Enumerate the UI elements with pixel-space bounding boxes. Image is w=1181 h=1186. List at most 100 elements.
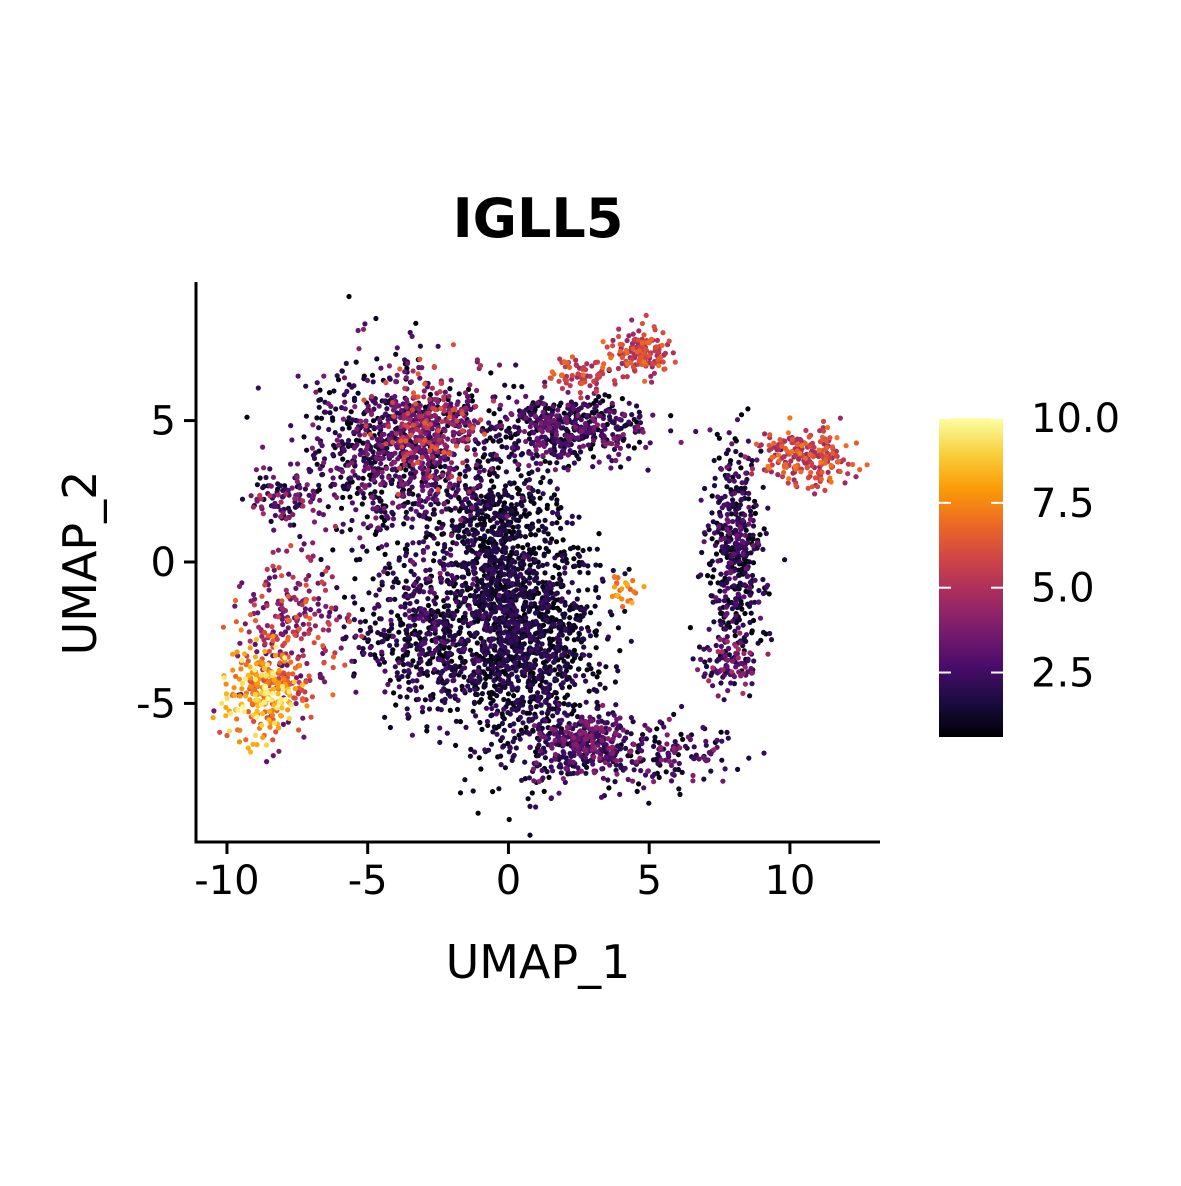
cell-point: [594, 688, 600, 694]
cell-point: [272, 512, 278, 519]
cell-point: [503, 505, 509, 511]
cell-point: [347, 527, 353, 533]
cell-point: [526, 436, 533, 442]
cell-point: [719, 532, 725, 538]
cell-point: [295, 492, 301, 498]
cell-point: [364, 451, 370, 457]
cell-point: [516, 555, 522, 561]
cell-point: [544, 617, 550, 623]
cell-point: [373, 515, 379, 521]
cell-point: [585, 570, 591, 576]
cell-point: [413, 688, 419, 694]
cell-point: [432, 620, 438, 626]
cell-point: [506, 522, 512, 528]
cell-point: [420, 549, 427, 556]
cell-point: [340, 636, 346, 642]
cell-point: [540, 475, 546, 481]
cell-point: [554, 510, 561, 516]
cell-point: [297, 533, 303, 540]
cell-point: [743, 527, 749, 533]
cell-point: [421, 475, 427, 482]
cell-point: [743, 470, 749, 476]
cell-point: [596, 459, 602, 465]
cell-point: [514, 648, 520, 654]
cell-point: [392, 393, 398, 400]
cell-point: [620, 727, 626, 733]
cell-point: [357, 556, 363, 563]
cell-point: [405, 499, 411, 505]
cell-point: [564, 712, 570, 718]
cell-point: [287, 522, 293, 528]
cell-point: [527, 595, 533, 601]
cell-point: [654, 726, 660, 732]
cell-point: [526, 485, 532, 491]
cell-point: [575, 736, 582, 742]
cell-point: [595, 742, 601, 748]
cell-point: [675, 752, 682, 758]
cell-point: [543, 679, 549, 685]
cell-point: [373, 505, 380, 511]
cell-point: [528, 601, 534, 607]
cell-point: [579, 714, 585, 720]
cell-point: [384, 525, 390, 531]
cell-point: [381, 627, 387, 633]
cell-point: [525, 796, 531, 802]
cell-point: [750, 523, 757, 529]
cell-point: [486, 420, 492, 426]
cell-point: [424, 631, 430, 637]
cell-point: [244, 414, 250, 420]
cell-point: [444, 590, 450, 596]
cell-point: [760, 629, 767, 636]
cell-point: [718, 680, 724, 686]
cell-point: [510, 739, 516, 745]
cell-point: [384, 406, 390, 412]
cell-point: [420, 470, 426, 476]
cell-point: [500, 616, 506, 622]
cell-point: [760, 590, 767, 597]
cell-point: [351, 395, 358, 401]
cell-point: [516, 703, 522, 710]
cell-point: [432, 647, 438, 654]
cell-point: [736, 505, 742, 511]
cell-point: [545, 628, 551, 634]
cell-point: [492, 609, 499, 615]
cell-point: [408, 475, 414, 481]
cell-point: [437, 558, 443, 565]
cell-point: [583, 433, 590, 439]
cell-point: [389, 625, 395, 631]
cell-point: [422, 697, 428, 703]
cell-point: [424, 544, 431, 550]
cell-point: [513, 641, 519, 647]
cell-point: [403, 643, 409, 649]
cell-point: [614, 442, 620, 449]
cell-point: [564, 692, 571, 698]
cell-point: [672, 749, 678, 756]
cell-point: [475, 668, 481, 674]
cell-point: [517, 736, 523, 742]
cell-point: [710, 574, 716, 580]
cell-point: [491, 484, 497, 490]
cell-point: [637, 420, 644, 426]
cell-point: [515, 566, 521, 572]
cell-point: [264, 759, 270, 765]
cell-point: [406, 491, 412, 497]
cell-point: [306, 588, 312, 594]
cell-point: [650, 412, 656, 418]
cell-point: [330, 451, 336, 458]
cell-point: [448, 623, 454, 629]
cell-point: [379, 489, 385, 495]
cell-point: [526, 775, 533, 781]
cell-point: [562, 671, 568, 677]
cell-point: [702, 659, 708, 665]
cell-point: [582, 606, 588, 612]
cell-point: [476, 658, 482, 664]
cell-point: [382, 714, 388, 720]
cell-point: [492, 615, 498, 621]
cell-point: [576, 750, 582, 756]
cell-point: [639, 748, 645, 754]
cell-point: [385, 681, 391, 688]
cell-point: [378, 455, 384, 461]
cell-point: [499, 720, 505, 727]
cell-point: [450, 641, 456, 647]
cell-point: [349, 547, 355, 553]
